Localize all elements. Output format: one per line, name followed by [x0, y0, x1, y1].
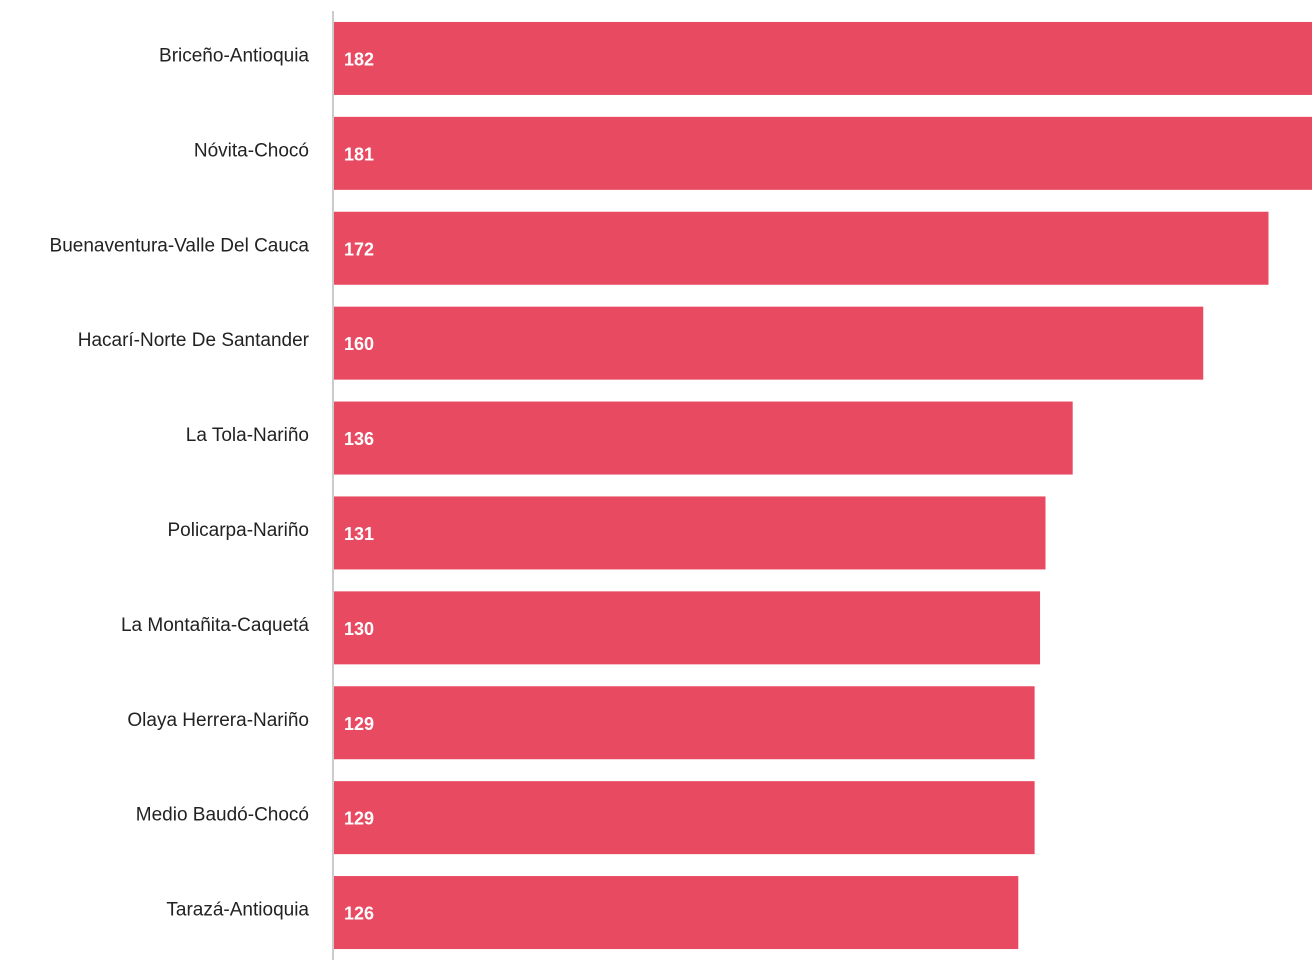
category-label: Medio Baudó-Chocó — [136, 805, 309, 826]
bar-value-label: 160 — [344, 334, 374, 354]
bar — [334, 306, 1204, 380]
category-label: La Montañita-Caquetá — [121, 615, 309, 636]
bar — [334, 781, 1035, 855]
bar-value-label: 182 — [344, 49, 374, 69]
bar-value-label: 129 — [344, 809, 374, 829]
category-label: Briceño-Antioquia — [159, 45, 309, 66]
category-label: La Tola-Nariño — [186, 425, 309, 446]
bar — [334, 876, 1019, 950]
bar-value-label: 130 — [344, 619, 374, 639]
bar-value-label: 129 — [344, 714, 374, 734]
bar-value-label: 131 — [344, 524, 374, 544]
bar — [334, 401, 1073, 475]
category-label: Hacarí-Norte De Santander — [78, 330, 310, 351]
category-label: Olaya Herrera-Nariño — [127, 710, 309, 731]
bar-value-label: 126 — [344, 904, 374, 924]
bars-group: 182 181 172 160 136 131 130 129 129 126 — [334, 21, 1312, 950]
category-label: Buenaventura-Valle Del Cauca — [50, 235, 310, 256]
bar — [334, 21, 1312, 95]
bar — [334, 496, 1046, 570]
bar-value-label: 172 — [344, 239, 374, 259]
category-label: Policarpa-Nariño — [167, 520, 309, 541]
bar-value-label: 181 — [344, 144, 374, 164]
bar — [334, 116, 1312, 190]
category-labels-group: Briceño-Antioquia Nóvita-Chocó Buenaventur… — [50, 45, 310, 920]
bar-value-label: 136 — [344, 429, 374, 449]
bar — [334, 591, 1041, 665]
category-label: Tarazá-Antioquia — [166, 900, 309, 921]
category-label: Nóvita-Chocó — [194, 140, 309, 161]
bar — [334, 211, 1269, 285]
bar — [334, 686, 1035, 760]
